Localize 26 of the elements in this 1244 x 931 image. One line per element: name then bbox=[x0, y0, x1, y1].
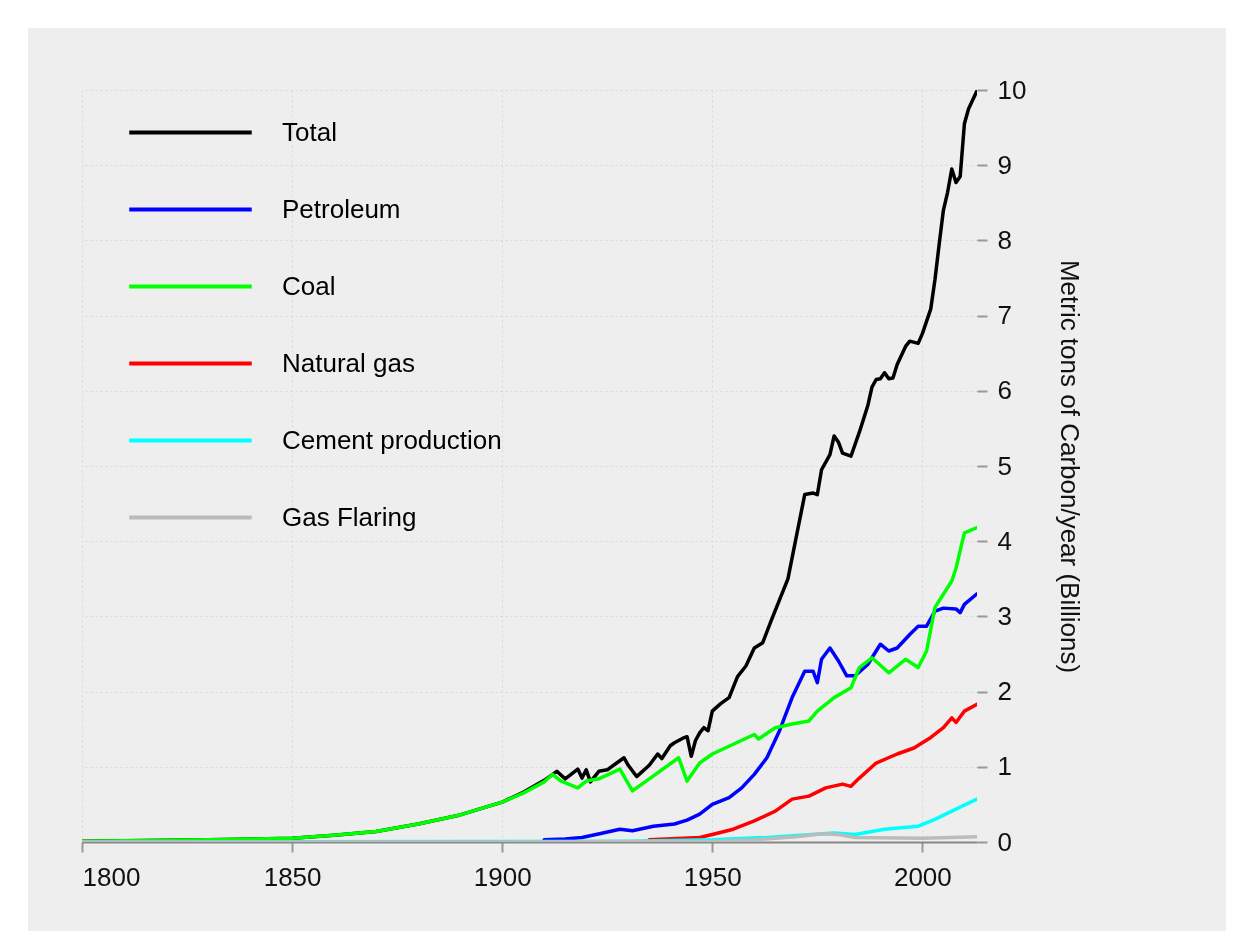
y-tick-label: 7 bbox=[997, 300, 1012, 331]
line-series bbox=[542, 592, 977, 842]
x-tick-label: 1800 bbox=[82, 861, 141, 892]
legend-label: Petroleum bbox=[282, 193, 401, 224]
y-tick-label: 3 bbox=[997, 600, 1012, 631]
x-tick-label: 1900 bbox=[473, 861, 532, 892]
y-tick-label: 1 bbox=[997, 751, 1012, 782]
y-tick-label: 5 bbox=[997, 450, 1012, 481]
y-tick-label: 8 bbox=[997, 224, 1012, 255]
x-tick-label: 2000 bbox=[893, 861, 952, 892]
y-tick-label: 9 bbox=[997, 149, 1012, 180]
legend-label: Coal bbox=[282, 270, 336, 301]
line-series bbox=[647, 702, 977, 842]
y-tick-label: 6 bbox=[997, 375, 1012, 406]
x-tick-label: 1950 bbox=[683, 861, 742, 892]
legend-label: Gas Flaring bbox=[282, 501, 417, 532]
y-tick-label: 0 bbox=[997, 826, 1012, 857]
legend-label: Total bbox=[282, 116, 337, 147]
legend-label: Cement production bbox=[282, 424, 502, 455]
y-tick-label: 2 bbox=[997, 676, 1012, 707]
x-tick-label: 1850 bbox=[263, 861, 322, 892]
y-tick-label: 10 bbox=[997, 74, 1027, 105]
line-series bbox=[82, 831, 977, 842]
legend-label: Natural gas bbox=[282, 347, 415, 378]
y-axis-title: Metric tons of Carbon/year (Billions) bbox=[1055, 259, 1086, 674]
y-tick-label: 4 bbox=[997, 525, 1012, 556]
